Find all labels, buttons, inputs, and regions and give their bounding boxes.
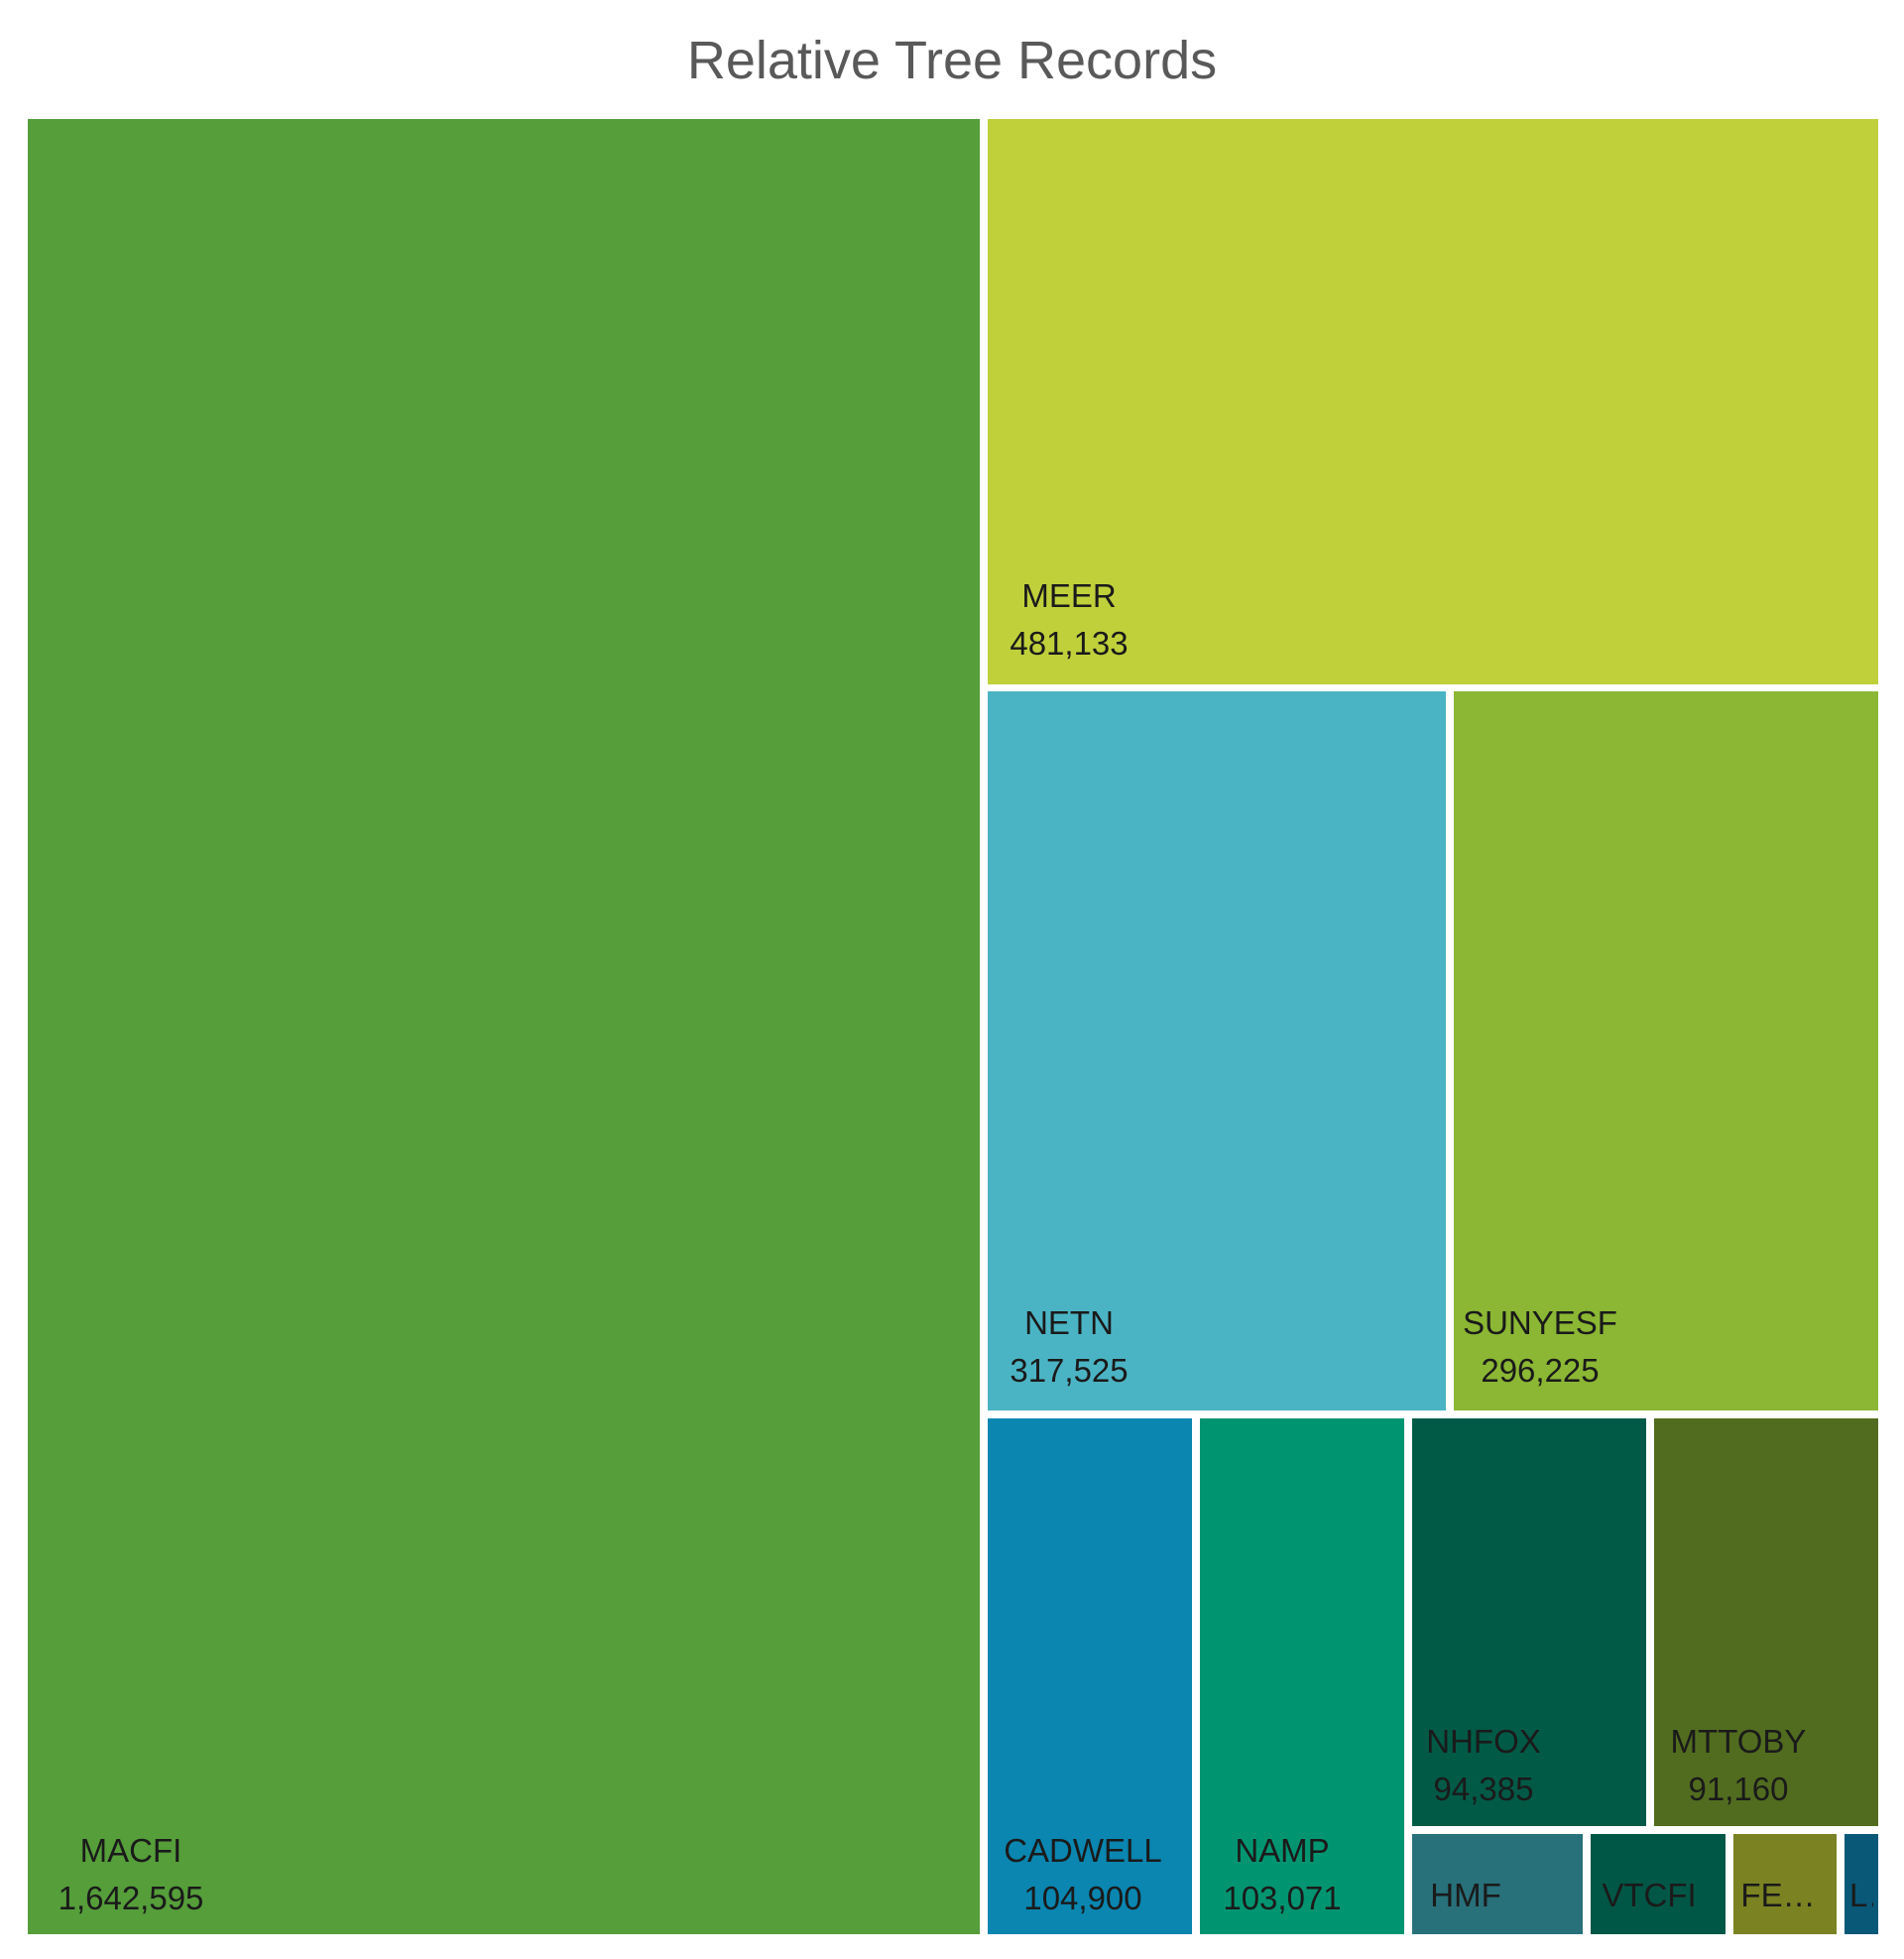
- treemap-label-value: 296,225: [1481, 1352, 1600, 1389]
- treemap-label-mttoby: MTTOBY 91,160: [1631, 1718, 1845, 1813]
- treemap-tile-macfi: [28, 119, 980, 1934]
- treemap-tile-cadwell: [988, 1418, 1192, 1934]
- treemap-tile-namp: [1200, 1418, 1404, 1934]
- treemap-label-name: NAMP: [1235, 1832, 1330, 1869]
- treemap-label-sunyesf: SUNYESF 296,225: [1333, 1299, 1747, 1395]
- chart-title: Relative Tree Records: [686, 31, 1218, 90]
- treemap-label-name: MEER: [1021, 577, 1117, 614]
- treemap-label-value: 1,642,595: [58, 1880, 204, 1916]
- treemap-tile-fe: [1733, 1834, 1837, 1934]
- treemap-label-name: SUNYESF: [1463, 1304, 1617, 1341]
- treemap-label-macfi: MACFI 1,642,595: [0, 1827, 602, 1922]
- treemap-label-fe: FE…: [1731, 1872, 1825, 1919]
- treemap-label-hmf: HMF: [1385, 1872, 1546, 1919]
- treemap-tile-hmf: [1412, 1834, 1583, 1934]
- treemap-label-name: NHFOX: [1426, 1723, 1541, 1760]
- treemap-label-value: 104,900: [1023, 1880, 1142, 1916]
- treemap-label-l: L…: [1849, 1872, 1873, 1919]
- treemap-tile-vtcfi: [1591, 1834, 1726, 1934]
- treemap-label-name: L…: [1849, 1877, 1873, 1913]
- treemap-label-vtcfi: VTCFI: [1587, 1872, 1712, 1919]
- treemap-label-name: HMF: [1430, 1877, 1501, 1913]
- treemap-tile-meer: [988, 119, 1878, 684]
- treemap-label-name: NETN: [1024, 1304, 1114, 1341]
- treemap-label-meer: MEER 481,133: [629, 572, 1509, 668]
- treemap-label-value: 481,133: [1010, 625, 1129, 662]
- treemap-label-name: FE…: [1740, 1877, 1816, 1913]
- treemap-tile-nhfox: [1412, 1418, 1646, 1826]
- treemap-label-name: MACFI: [79, 1832, 182, 1869]
- treemap-label-value: 94,385: [1433, 1771, 1534, 1807]
- treemap-label-nhfox: NHFOX 94,385: [1371, 1718, 1596, 1813]
- treemap-tile-sunyesf: [1454, 691, 1878, 1410]
- treemap-label-name: MTTOBY: [1670, 1723, 1807, 1760]
- treemap-label-cadwell: CADWELL 104,900: [986, 1827, 1180, 1922]
- treemap-label-value: 317,525: [1010, 1352, 1129, 1389]
- treemap-label-namp: NAMP 103,071: [1185, 1827, 1379, 1922]
- treemap-label-netn: NETN 317,525: [845, 1299, 1293, 1395]
- treemap-label-name: VTCFI: [1602, 1877, 1697, 1913]
- treemap-label-value: 103,071: [1223, 1880, 1342, 1916]
- treemap-label-value: 91,160: [1688, 1771, 1789, 1807]
- treemap-tile-netn: [988, 691, 1446, 1410]
- treemap-tile-mttoby: [1654, 1418, 1878, 1826]
- treemap-label-name: CADWELL: [1004, 1832, 1162, 1869]
- treemap-tile-l: [1844, 1834, 1878, 1934]
